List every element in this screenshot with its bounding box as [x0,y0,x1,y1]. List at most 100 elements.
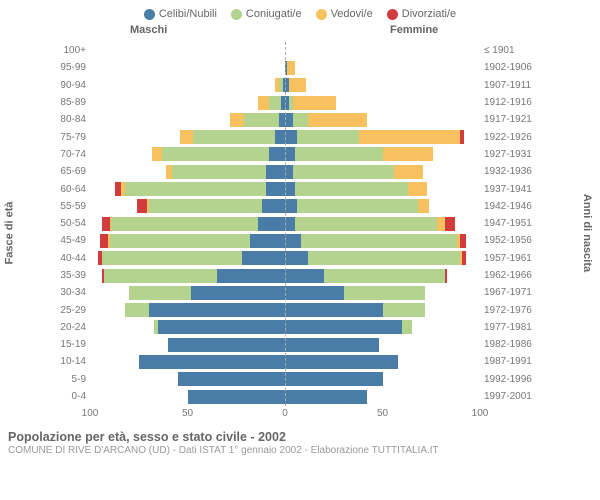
female-bar [285,182,480,196]
zero-line [285,42,286,406]
male-bar [90,199,285,213]
pyramid-row: 15-191982-1986 [50,336,540,353]
pyramid-row: 30-341967-1971 [50,284,540,301]
female-bar [285,217,480,231]
pyramid-row: 0-41997-2001 [50,388,540,405]
legend-item: Celibi/Nubili [144,8,217,20]
pyramid-row: 65-69 1932-1936 [50,163,540,180]
birth-label: 1927-1931 [480,149,540,160]
birth-label: 1977-1981 [480,322,540,333]
male-bar [90,165,285,179]
birth-label: 1972-1976 [480,305,540,316]
birth-label: 1952-1956 [480,235,540,246]
male-bar [90,355,285,369]
legend-label: Coniugati/e [246,8,302,20]
age-label: 30-34 [50,287,90,298]
male-bar [90,113,285,127]
legend: Celibi/NubiliConiugati/eVedovi/eDivorzia… [0,0,600,24]
female-bar [285,338,480,352]
age-label: 25-29 [50,305,90,316]
birth-label: 1947-1951 [480,218,540,229]
gender-headers: Maschi Femmine [0,24,600,40]
birth-label: 1992-1996 [480,374,540,385]
pyramid-row: 60-641937-1941 [50,180,540,197]
age-label: 20-24 [50,322,90,333]
pyramid-row: 50-54 1947-1951 [50,215,540,232]
pyramid-row: 90-941907-1911 [50,77,540,94]
birth-label: 1987-1991 [480,356,540,367]
male-bar [90,372,285,386]
chart-title: Popolazione per età, sesso e stato civil… [8,430,592,444]
male-bar [90,251,285,265]
male-bar [90,286,285,300]
pyramid-row: 25-29 1972-1976 [50,301,540,318]
chart-area: Fasce di età Anni di nascita 100+≤ 19019… [0,42,600,424]
female-bar [285,303,480,317]
age-label: 75-79 [50,132,90,143]
female-bar [285,269,480,283]
female-bar [285,355,480,369]
female-bar [285,372,480,386]
legend-item: Vedovi/e [316,8,373,20]
male-bar [90,303,285,317]
age-label: 100+ [50,45,90,56]
male-bar [90,44,285,58]
age-label: 60-64 [50,184,90,195]
legend-label: Celibi/Nubili [159,8,217,20]
age-label: 40-44 [50,253,90,264]
male-bar [90,320,285,334]
female-bar [285,61,480,75]
birth-label: 1922-1926 [480,132,540,143]
age-label: 80-84 [50,114,90,125]
pyramid-row: 40-44 1957-1961 [50,250,540,267]
x-tick: 0 [282,408,288,419]
male-bar [90,147,285,161]
header-male: Maschi [130,24,167,36]
male-bar [90,96,285,110]
x-axis: 10050050100 [50,408,540,424]
age-label: 70-74 [50,149,90,160]
age-label: 50-54 [50,218,90,229]
female-bar [285,199,480,213]
birth-label: 1932-1936 [480,166,540,177]
age-label: 55-59 [50,201,90,212]
male-bar [90,130,285,144]
male-bar [90,217,285,231]
legend-dot [231,9,242,20]
male-bar [90,78,285,92]
pyramid-rows: 100+≤ 190195-991902-190690-941907-191185… [50,42,540,406]
female-bar [285,390,480,404]
female-bar [285,147,480,161]
pyramid-row: 10-14 1987-1991 [50,353,540,370]
legend-dot [144,9,155,20]
birth-label: ≤ 1901 [480,45,540,56]
age-label: 35-39 [50,270,90,281]
female-bar [285,44,480,58]
legend-item: Coniugati/e [231,8,302,20]
age-label: 5-9 [50,374,90,385]
male-bar [90,338,285,352]
female-bar [285,286,480,300]
x-tick: 50 [377,408,388,419]
birth-label: 1957-1961 [480,253,540,264]
legend-dot [316,9,327,20]
age-label: 10-14 [50,356,90,367]
age-label: 15-19 [50,339,90,350]
age-label: 95-99 [50,62,90,73]
male-bar [90,182,285,196]
male-bar [90,234,285,248]
x-ticks: 10050050100 [90,408,480,424]
birth-label: 1962-1966 [480,270,540,281]
female-bar [285,78,480,92]
legend-dot [387,9,398,20]
pyramid-row: 80-841917-1921 [50,111,540,128]
age-label: 65-69 [50,166,90,177]
header-female: Femmine [390,24,438,36]
female-bar [285,251,480,265]
birth-label: 1942-1946 [480,201,540,212]
age-label: 0-4 [50,391,90,402]
footer: Popolazione per età, sesso e stato civil… [0,424,600,456]
pyramid-row: 95-991902-1906 [50,59,540,76]
pyramid-row: 70-74 1927-1931 [50,146,540,163]
male-bar [90,269,285,283]
